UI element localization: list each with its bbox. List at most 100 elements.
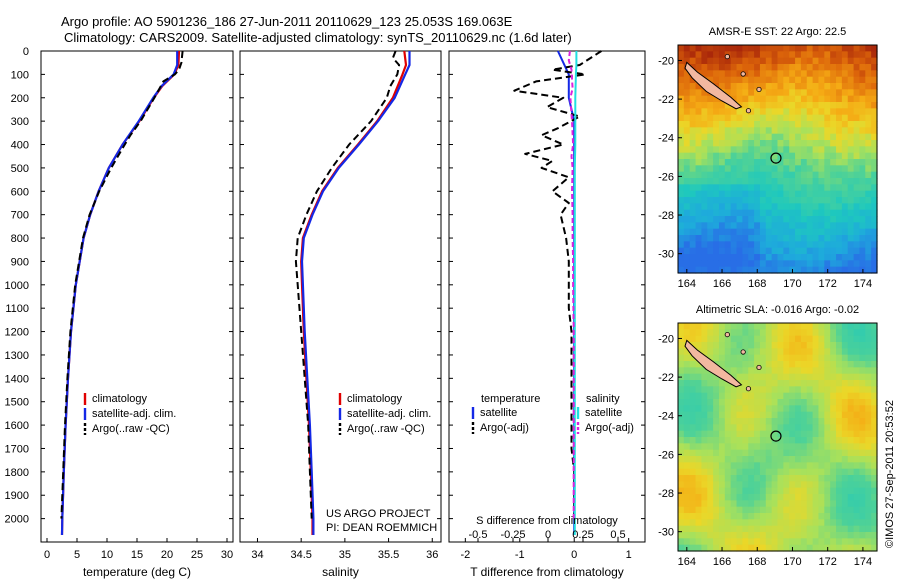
map-cell xyxy=(806,235,814,242)
map-cell xyxy=(771,481,779,489)
map-cell xyxy=(754,241,761,249)
map-cell xyxy=(724,430,732,438)
map-cell xyxy=(853,506,861,514)
map-cell xyxy=(695,247,703,255)
map-cell xyxy=(841,544,849,552)
map-cell xyxy=(853,70,861,78)
map-cell xyxy=(683,197,691,204)
map-cell xyxy=(736,178,743,185)
map-cell xyxy=(742,266,749,274)
map-cell xyxy=(865,411,872,419)
map-cell xyxy=(853,108,861,116)
map-cell xyxy=(730,386,738,394)
map-cell xyxy=(853,399,861,406)
map-cell xyxy=(707,203,714,211)
map-cell xyxy=(789,418,796,425)
map-cell xyxy=(678,367,685,375)
map-cell xyxy=(800,140,808,147)
map-cell xyxy=(841,70,849,78)
map-cell xyxy=(818,108,825,116)
map-cell xyxy=(683,335,691,343)
map-cell xyxy=(730,89,738,97)
map-cell xyxy=(695,216,703,223)
map-cell xyxy=(713,424,720,432)
map-cell xyxy=(824,76,831,84)
map-cell xyxy=(748,127,755,135)
map-cell xyxy=(718,361,726,368)
map-cell xyxy=(806,260,814,268)
map-cell xyxy=(718,348,726,356)
map-cell xyxy=(736,487,743,495)
map-cell xyxy=(859,235,866,242)
map-cell xyxy=(853,449,861,457)
map-cell xyxy=(742,45,749,52)
map-cell xyxy=(695,525,703,533)
map-cell xyxy=(724,83,732,90)
map-cell xyxy=(795,114,802,122)
map-cell xyxy=(718,443,726,451)
map-cell xyxy=(742,222,749,230)
map-cell xyxy=(824,178,831,185)
map-cell xyxy=(865,133,872,141)
map-cell xyxy=(718,525,726,533)
map-cell xyxy=(678,399,685,406)
map-cell xyxy=(795,197,802,204)
map-cell xyxy=(812,538,820,546)
map-cell xyxy=(713,544,720,552)
map-cell xyxy=(678,437,685,444)
map-cell xyxy=(853,102,861,109)
map-cell xyxy=(718,449,726,457)
map-cell xyxy=(795,481,802,489)
map-cell xyxy=(818,64,825,71)
legend-label: satellite-adj. clim. xyxy=(347,408,431,420)
map-cell xyxy=(830,430,837,438)
map-cell xyxy=(853,152,861,160)
map-cell xyxy=(847,430,855,438)
map-cell xyxy=(771,222,779,230)
map-cell xyxy=(871,89,878,97)
map-cell xyxy=(836,335,843,343)
map-cell xyxy=(771,152,779,160)
map-cell xyxy=(789,386,796,394)
map-cell xyxy=(777,140,784,147)
difference-plot-frame xyxy=(448,50,646,543)
map-cell xyxy=(713,140,720,147)
map-cell xyxy=(841,456,849,463)
map-cell xyxy=(800,399,808,406)
map-cell xyxy=(718,57,726,65)
map-cell xyxy=(853,367,861,375)
map-cell xyxy=(859,222,866,230)
map-cell xyxy=(701,380,708,387)
map-cell xyxy=(683,83,691,90)
new-caledonia-landmass xyxy=(684,339,743,388)
map-cell xyxy=(824,519,831,527)
map-cell xyxy=(824,437,831,444)
map-cell xyxy=(683,367,691,375)
map-cell xyxy=(754,354,761,362)
map-cell xyxy=(853,76,861,84)
map-cell xyxy=(806,178,814,185)
map-cell xyxy=(678,500,685,508)
map-cell xyxy=(783,354,790,362)
map-cell xyxy=(683,114,691,122)
map-cell xyxy=(742,209,749,217)
map-cell xyxy=(859,95,866,103)
map-cell xyxy=(806,500,814,508)
map-cell xyxy=(736,373,743,381)
map-cell xyxy=(707,133,714,141)
map-cell xyxy=(824,165,831,173)
map-cell xyxy=(695,380,703,387)
map-cell xyxy=(689,114,697,122)
map-cell xyxy=(818,354,825,362)
map-cell xyxy=(871,203,878,211)
map-cell xyxy=(730,329,738,337)
map-cell xyxy=(678,209,685,217)
map-cell xyxy=(730,45,738,52)
map-cell xyxy=(759,506,767,514)
map-cell xyxy=(783,197,790,204)
map-cell xyxy=(777,121,784,128)
map-cell xyxy=(742,361,749,368)
map-cell xyxy=(789,95,796,103)
map-cell xyxy=(806,121,814,128)
map-cell xyxy=(818,57,825,65)
